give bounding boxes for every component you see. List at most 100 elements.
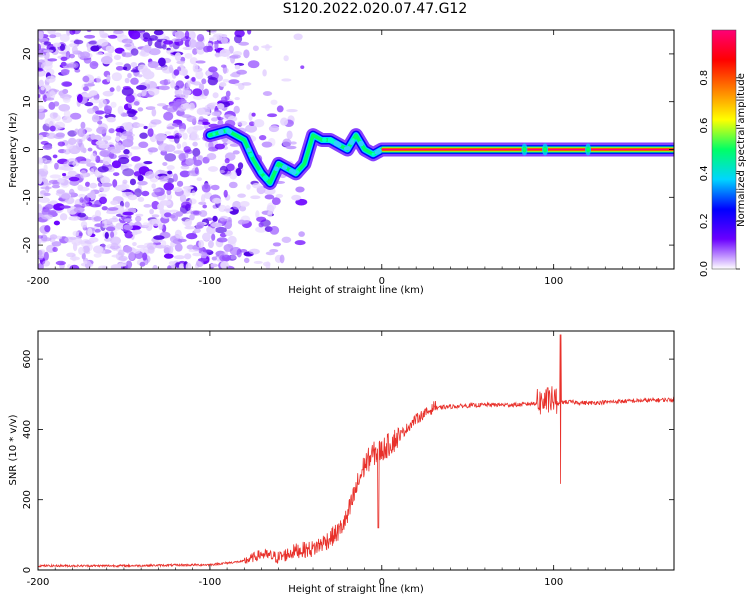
- spectrogram-noise-blob: [232, 150, 240, 155]
- snr-axes: -200 -100 0 100 0 200 400 600: [22, 331, 675, 588]
- spectrogram-noise-blob: [219, 49, 231, 57]
- spectrogram-heatmap: [38, 30, 674, 269]
- spectrogram-noise-blob: [208, 66, 218, 73]
- spectrogram-noise-blob: [118, 255, 128, 262]
- spectrogram-noise-blob: [176, 60, 185, 65]
- spectrogram-noise-blob: [43, 41, 52, 46]
- spectrogram-noise-blob: [196, 221, 205, 229]
- spectrogram-noise-blob: [216, 237, 228, 243]
- spectrogram-noise-blob: [192, 88, 203, 97]
- spectrogram-ridge-spot: [283, 165, 288, 170]
- spectrogram-noise-blob: [47, 58, 58, 62]
- spectrogram-noise-blob: [122, 179, 128, 184]
- spectrogram-noise-blob: [127, 194, 138, 201]
- spectrogram-noise-blob: [115, 65, 124, 71]
- snr-y-tick-label: 200: [22, 490, 33, 509]
- spectrogram-noise-blob: [147, 127, 154, 137]
- spectrogram-noise-blob: [69, 112, 82, 120]
- spectrogram-noise-blob: [78, 246, 85, 255]
- spectrogram-noise-blob: [151, 108, 157, 117]
- spectrogram-noise-blob: [281, 78, 292, 82]
- spectrogram-noise-blob: [281, 236, 292, 243]
- spectrogram-ridge-spot: [262, 175, 269, 182]
- snr-series-line: [38, 334, 674, 569]
- spectrogram-noise-blob: [151, 183, 156, 189]
- spectrogram-noise-blob: [83, 34, 96, 39]
- spectrogram-noise-blob: [238, 41, 250, 46]
- spectrogram-noise-blob: [167, 170, 173, 175]
- spectrogram-noise-blob: [192, 210, 200, 215]
- spectrogram-noise-blob: [38, 70, 46, 77]
- spectrogram-noise-blob: [38, 97, 43, 103]
- spectrogram-noise-blob: [67, 170, 77, 176]
- spectrogram-noise-blob: [55, 235, 63, 240]
- spectrogram-flare-core: [543, 146, 548, 153]
- spectrogram-noise-blob: [40, 186, 52, 190]
- spectrogram-noise-blob: [71, 46, 78, 54]
- spectrogram-noise-blob: [60, 178, 70, 188]
- spectrogram-noise-blob: [227, 235, 237, 245]
- spectrogram-noise-blob: [42, 260, 51, 267]
- spectrogram-noise-blob: [101, 182, 113, 188]
- spectrogram-noise-blob: [105, 45, 113, 52]
- spectrogram-noise-blob: [163, 244, 171, 254]
- spectrogram-noise-blob: [76, 94, 83, 103]
- spectrogram-noise-blob: [90, 168, 95, 175]
- spectrogram-noise-blob: [154, 66, 165, 70]
- spectrogram-noise-blob: [211, 256, 218, 261]
- spectrogram-noise-blob: [264, 194, 275, 200]
- spectrogram-noise-blob: [123, 218, 133, 223]
- spectrogram-noise-blob: [226, 163, 235, 172]
- spectrogram-ridge-spot: [358, 140, 364, 147]
- spectrogram-noise-blob: [176, 143, 182, 150]
- spectrogram-noise-blob: [182, 46, 193, 51]
- spectrogram-ridge-spot: [371, 152, 375, 156]
- spectrogram-noise-blob: [178, 130, 185, 137]
- spectrogram-noise-blob: [218, 204, 227, 213]
- spectrogram-noise-blob: [298, 231, 305, 237]
- spectrogram-noise-blob: [282, 138, 292, 147]
- spectrogram-ridge-spot: [328, 137, 334, 144]
- spectrogram-noise-blob: [68, 176, 80, 182]
- spectrogram-noise-blob: [294, 240, 306, 246]
- spectrogram-noise-blob: [109, 87, 115, 92]
- spectrogram-noise-blob: [203, 45, 211, 53]
- spectrogram-noise-blob: [97, 166, 109, 173]
- spectrogram-noise-blob: [89, 204, 101, 208]
- spectrogram-noise-blob: [102, 156, 112, 166]
- spectrogram-noise-blob: [101, 206, 108, 211]
- spectrogram-noise-blob: [119, 125, 125, 133]
- spectrogram-noise-blob: [88, 237, 99, 243]
- colorbar-tick-label: 0.8: [699, 70, 710, 86]
- spectrogram-noise-blob: [147, 106, 156, 110]
- spectrogram-noise-blob: [186, 244, 195, 250]
- spectrogram-ridge-spot: [333, 140, 340, 147]
- spectrogram-noise-blob: [266, 113, 278, 118]
- spectrogram-noise-blob: [126, 108, 137, 118]
- spectrogram-noise-blob: [66, 252, 76, 258]
- spectrogram-noise-blob: [38, 238, 42, 245]
- spectrogram-noise-blob: [262, 69, 267, 77]
- spectrogram-y-tick-label: -20: [22, 237, 33, 253]
- spectrogram-noise-blob: [38, 134, 44, 140]
- spectrogram-noise-blob: [141, 90, 147, 96]
- spectrogram-noise-blob: [220, 261, 229, 269]
- spectrogram-noise-blob: [185, 233, 198, 240]
- spectrogram-noise-blob: [97, 120, 103, 125]
- spectrogram-noise-blob: [143, 125, 148, 130]
- spectrogram-noise-blob: [68, 61, 79, 69]
- spectrogram-noise-blob: [268, 125, 280, 133]
- spectrogram-noise-blob: [105, 226, 116, 232]
- spectrogram-noise-blob: [81, 203, 90, 207]
- spectrogram-noise-blob: [54, 162, 59, 170]
- spectrogram-noise-blob: [192, 63, 199, 73]
- spectrogram-noise-blob: [164, 153, 177, 162]
- spectrogram-noise-blob: [110, 242, 119, 251]
- spectrogram-noise-blob: [45, 97, 55, 101]
- spectrogram-noise-blob: [239, 201, 250, 208]
- spectrogram-noise-blob: [188, 102, 195, 111]
- spectrogram-noise-blob: [93, 253, 102, 258]
- spectrogram-noise-blob: [123, 224, 134, 231]
- spectrogram-flare-core: [522, 146, 527, 153]
- spectrogram-noise-blob: [51, 184, 61, 189]
